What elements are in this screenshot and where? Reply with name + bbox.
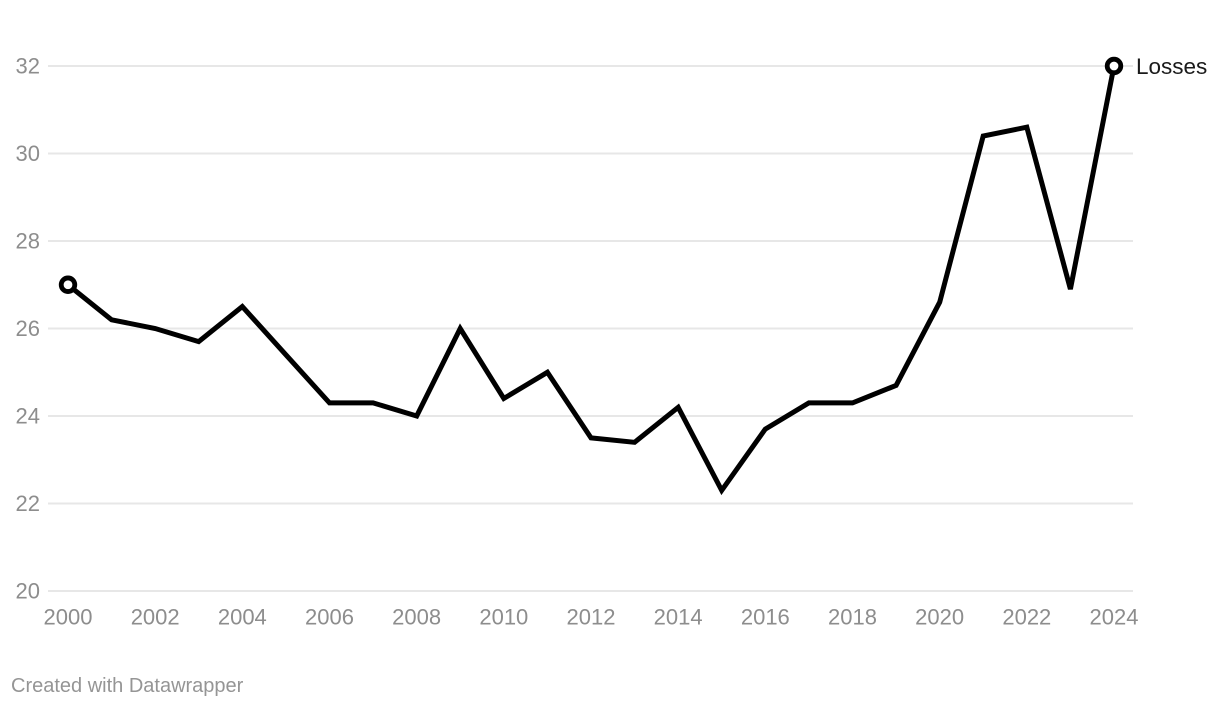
y-tick-label: 26: [16, 316, 40, 341]
y-tick-label: 30: [16, 141, 40, 166]
x-tick-label: 2018: [828, 605, 877, 630]
x-tick: 2002: [131, 605, 180, 630]
x-tick-label: 2024: [1090, 605, 1139, 630]
x-tick: 2006: [305, 605, 354, 630]
y-tick-label: 28: [16, 229, 40, 254]
x-tick: 2018: [828, 605, 877, 630]
x-tick-label: 2022: [1002, 605, 1051, 630]
y-tick-label: 22: [16, 491, 40, 516]
x-axis-tick-labels: 2000 2002 2004 2006 2008 2010 2012 2014 2016 2018…: [44, 605, 1139, 630]
x-tick: 2008: [392, 605, 441, 630]
y-tick: 22: [16, 491, 40, 516]
x-tick: 2010: [479, 605, 528, 630]
x-tick-label: 2008: [392, 605, 441, 630]
x-tick-label: 2002: [131, 605, 180, 630]
x-tick-label: 2014: [654, 605, 703, 630]
x-tick-label: 2000: [44, 605, 93, 630]
x-tick-label: 2010: [479, 605, 528, 630]
series-group: [66, 65, 1117, 496]
x-tick-label: 2004: [218, 605, 267, 630]
y-tick-label: 20: [16, 579, 40, 604]
losses-line-series[interactable]: [66, 65, 1117, 496]
x-tick-label: 2012: [567, 605, 616, 630]
endpoint-markers: [58, 56, 1124, 294]
y-gridlines: [48, 65, 1133, 592]
y-tick: 30: [16, 141, 40, 166]
x-tick: 2014: [654, 605, 703, 630]
x-tick-label: 2020: [915, 605, 964, 630]
x-tick: 2004: [218, 605, 267, 630]
series-end-label: Losses: [1136, 54, 1207, 79]
y-tick-label: 24: [16, 404, 40, 429]
x-tick: 2020: [915, 605, 964, 630]
y-tick: 24: [16, 404, 40, 429]
x-tick: 2016: [741, 605, 790, 630]
end-point-marker[interactable]: [1104, 56, 1124, 76]
x-tick: 2022: [1002, 605, 1051, 630]
y-axis-tick-labels: 20 22 24 26 28 30 32: [16, 54, 40, 604]
datawrapper-attribution-link[interactable]: Created with Datawrapper: [11, 675, 244, 697]
x-tick: 2000: [44, 605, 93, 630]
y-tick: 26: [16, 316, 40, 341]
start-point-marker[interactable]: [58, 275, 78, 294]
y-tick-label: 32: [16, 54, 40, 79]
x-tick-label: 2016: [741, 605, 790, 630]
y-tick: 32: [16, 54, 40, 79]
x-tick-label: 2006: [305, 605, 354, 630]
x-tick: 2024: [1090, 605, 1139, 630]
y-tick: 28: [16, 229, 40, 254]
x-tick: 2012: [567, 605, 616, 630]
y-tick: 20: [16, 579, 40, 604]
